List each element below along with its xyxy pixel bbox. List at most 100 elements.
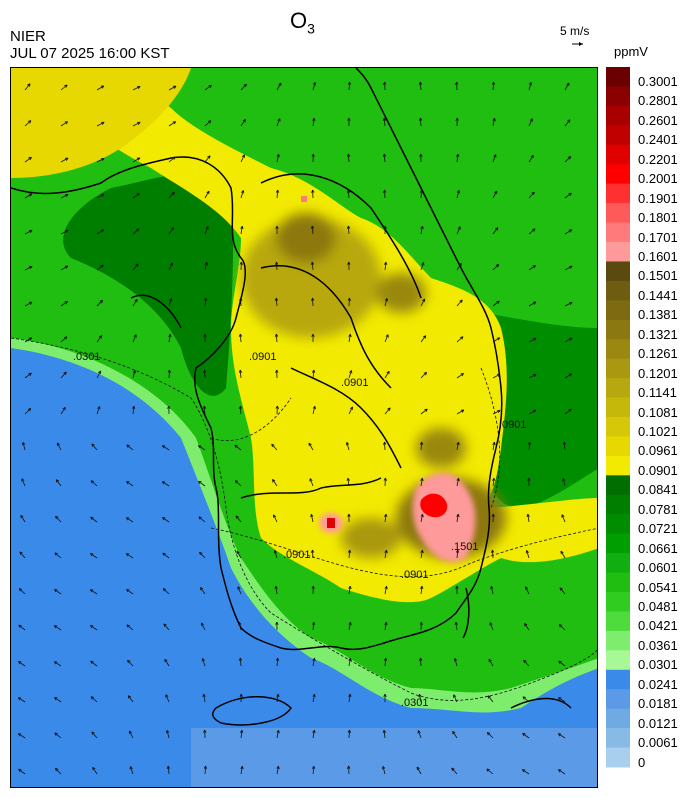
wind-arrow-head bbox=[203, 297, 208, 302]
colorbar-swatch bbox=[606, 417, 630, 437]
map-title: O3 bbox=[290, 8, 315, 36]
colorbar-swatch bbox=[606, 475, 630, 496]
wind-arrow bbox=[348, 297, 350, 307]
colorbar-label: 0.2201 bbox=[638, 151, 678, 167]
wind-arrow bbox=[167, 765, 170, 775]
wind-arrow bbox=[18, 733, 26, 739]
wind-arrow-head bbox=[271, 443, 275, 448]
wind-arrow-head bbox=[453, 658, 458, 662]
wind-arrow-head bbox=[569, 337, 573, 341]
contour-label: .0901 bbox=[341, 377, 369, 389]
wind-arrow-head bbox=[419, 657, 423, 661]
wind-arrow-head bbox=[165, 694, 169, 698]
wind-arrow bbox=[562, 478, 566, 487]
wind-arrow bbox=[564, 82, 570, 91]
wind-arrow-head bbox=[347, 729, 351, 733]
colorbar-label: 0.1901 bbox=[638, 190, 678, 206]
wind-arrow-head bbox=[490, 585, 494, 590]
wind-arrow bbox=[312, 730, 315, 739]
wind-arrow-head bbox=[275, 189, 280, 193]
wind-arrow-head bbox=[495, 264, 500, 268]
wind-arrow bbox=[238, 622, 242, 631]
colorbar-swatch bbox=[606, 358, 630, 379]
wind-arrow-head bbox=[562, 477, 566, 482]
wind-arrow-head bbox=[28, 372, 32, 376]
wind-arrow-head bbox=[310, 225, 315, 229]
wind-arrow-head bbox=[456, 513, 460, 518]
wind-arrow-head bbox=[170, 227, 174, 231]
wind-arrow bbox=[527, 514, 530, 523]
wind-reference-label: 5 m/s bbox=[560, 24, 590, 38]
wind-arrow bbox=[168, 262, 173, 271]
wind-arrow-head bbox=[347, 297, 351, 301]
wind-arrow-head bbox=[424, 408, 428, 412]
wind-arrow-head bbox=[91, 443, 95, 447]
wind-arrow-head bbox=[273, 514, 277, 518]
wind-arrow-head bbox=[90, 660, 94, 664]
wind-arrow-head bbox=[456, 153, 460, 158]
wind-arrow bbox=[420, 478, 423, 487]
wind-arrow bbox=[560, 550, 566, 559]
wind-arrow-head bbox=[199, 551, 203, 556]
wind-arrow-head bbox=[201, 658, 205, 662]
wind-arrow bbox=[348, 658, 351, 667]
wind-arrow bbox=[563, 441, 566, 451]
colorbar-label: 0.1801 bbox=[638, 210, 678, 226]
wind-arrow-head bbox=[496, 373, 501, 377]
wind-arrow bbox=[60, 229, 69, 235]
wind-arrow bbox=[383, 730, 386, 739]
wind-arrow bbox=[312, 549, 314, 559]
wind-arrow bbox=[90, 589, 98, 595]
wind-arrow bbox=[276, 82, 282, 91]
wind-arrow bbox=[417, 730, 422, 739]
wind-arrow bbox=[420, 298, 426, 307]
wind-arrow bbox=[90, 696, 98, 703]
wind-arrow-head bbox=[420, 549, 424, 554]
wind-arrow-head bbox=[459, 299, 463, 304]
wind-arrow-head bbox=[558, 697, 562, 701]
wind-arrow bbox=[24, 337, 33, 343]
dark-green-west bbox=[63, 171, 234, 396]
wind-arrow bbox=[492, 549, 494, 559]
wind-arrow bbox=[522, 732, 530, 739]
wind-arrow-head bbox=[239, 261, 243, 265]
wind-arrow bbox=[198, 480, 206, 487]
colorbar-label: 0.2401 bbox=[638, 132, 678, 148]
wind-arrow-head bbox=[383, 477, 387, 481]
wind-arrow-head bbox=[496, 337, 501, 341]
wind-arrow bbox=[309, 478, 314, 487]
wind-arrow-head bbox=[383, 225, 387, 229]
wind-arrow bbox=[348, 406, 353, 415]
wind-arrow-head bbox=[100, 85, 105, 89]
wind-arrow bbox=[492, 118, 495, 127]
wind-arrow bbox=[24, 120, 32, 127]
wind-arrow bbox=[456, 409, 465, 415]
colorbar-label: 0.0361 bbox=[638, 637, 678, 653]
wind-arrow-head bbox=[100, 229, 105, 233]
wind-arrow bbox=[168, 334, 171, 343]
colorbar-label: 0.1701 bbox=[638, 229, 678, 245]
wind-arrow-head bbox=[459, 336, 464, 340]
wind-arrow-head bbox=[349, 370, 353, 374]
wind-arrow bbox=[456, 226, 461, 235]
wind-arrow bbox=[486, 768, 494, 775]
wind-arrow bbox=[451, 767, 458, 775]
wind-arrow-head bbox=[419, 153, 423, 157]
wind-arrow-head bbox=[238, 369, 243, 374]
tsushima-island bbox=[510, 697, 572, 709]
wind-arrow-head bbox=[98, 370, 102, 374]
wind-arrow bbox=[126, 589, 134, 595]
wind-arrow-head bbox=[203, 765, 208, 769]
colorbar-swatch bbox=[606, 86, 630, 107]
colorbar-label: 0.0841 bbox=[638, 482, 678, 498]
wind-arrow-head bbox=[273, 550, 277, 554]
wind-arrow bbox=[275, 333, 278, 343]
wind-arrow bbox=[487, 695, 494, 703]
contour-label: .0301 bbox=[73, 351, 101, 363]
wind-arrow-head bbox=[460, 373, 464, 377]
wind-arrow bbox=[204, 120, 212, 127]
wind-arrow bbox=[60, 157, 69, 163]
wind-arrow bbox=[240, 154, 245, 163]
wind-arrow-head bbox=[90, 553, 94, 557]
wind-arrow bbox=[126, 481, 134, 487]
